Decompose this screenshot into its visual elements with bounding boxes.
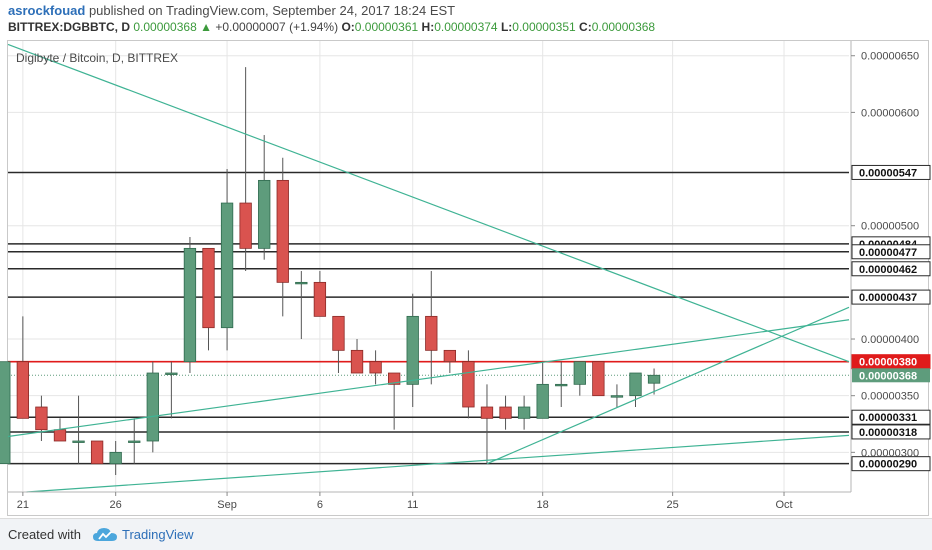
candle-bearish <box>35 406 48 431</box>
candle-bearish <box>202 247 215 329</box>
candle-bearish <box>239 202 252 249</box>
publish-line: asrockfouad published on TradingView.com… <box>8 3 455 18</box>
candle-bullish <box>128 440 141 443</box>
candle-bearish <box>369 361 382 374</box>
change-arrow-icon: ▲ <box>200 20 212 34</box>
level-label-box <box>851 244 931 260</box>
x-tick-label: 18 <box>537 499 549 511</box>
level-label: 0.00000380 <box>859 357 917 369</box>
candle-bearish <box>387 372 401 385</box>
candle-bullish <box>573 361 586 385</box>
candlestick-chart[interactable]: 0.000005470.000004840.000004770.00000462… <box>0 0 932 518</box>
level-label-box <box>851 164 931 180</box>
candle-bullish <box>517 406 531 419</box>
candle-bullish <box>610 395 624 398</box>
x-tick-label: 11 <box>407 499 418 511</box>
candle-bearish <box>53 429 67 442</box>
candle-bearish <box>90 440 104 465</box>
trend-lines <box>7 43 850 493</box>
candle-bullish <box>220 202 234 329</box>
candle-bearish <box>16 361 30 419</box>
candle-bullish <box>72 440 85 443</box>
candle-bullish <box>0 361 11 465</box>
level-label: 0.00000462 <box>859 264 917 276</box>
level-label: 0.00000437 <box>859 292 917 304</box>
level-label: 0.00000547 <box>859 167 917 179</box>
candle-bullish <box>629 372 642 397</box>
y-tick-label: 0.00000350 <box>861 391 919 403</box>
trend-line-rising-2 <box>486 306 850 465</box>
footer: Created with TradingView <box>0 518 932 550</box>
y-tick-label: 0.00000500 <box>861 221 919 233</box>
last-price: 0.00000368 <box>133 20 197 34</box>
high-value: 0.00000374 <box>434 20 498 34</box>
ohlc-line: BITTREX:DGBBTC, D 0.00000368 ▲ +0.000000… <box>8 20 655 34</box>
level-label-box <box>851 424 931 440</box>
horizontal-levels: 0.000005470.000004840.000004770.00000462… <box>8 164 931 472</box>
level-label-box <box>851 456 931 472</box>
candle-bullish <box>647 374 661 384</box>
tradingview-brand-link[interactable]: TradingView <box>122 527 194 542</box>
chart-title: Digibyte / Bitcoin, D, BITTREX <box>16 51 178 65</box>
last-price-box <box>852 368 930 383</box>
candle-bearish <box>332 315 345 351</box>
candle-bullish <box>183 247 197 363</box>
created-with-label: Created with <box>8 527 81 542</box>
candle-bearish <box>350 349 364 374</box>
candle-bearish <box>499 406 512 419</box>
candle-bearish <box>480 406 494 419</box>
author-link[interactable]: asrockfouad <box>8 3 86 18</box>
open-value: 0.00000361 <box>354 20 419 34</box>
close-value: 0.00000368 <box>591 20 656 34</box>
candle-bearish <box>425 315 438 351</box>
level-label: 0.00000331 <box>859 412 917 424</box>
change-value: +0.00000007 (+1.94%) <box>215 20 339 34</box>
candle-bearish <box>443 349 457 363</box>
candle-bullish <box>406 315 419 385</box>
level-label-box <box>851 261 931 277</box>
cloud-logo-icon <box>93 528 117 541</box>
low-value: 0.00000351 <box>512 20 576 34</box>
y-tick-label: 0.00000650 <box>861 51 919 63</box>
level-label: 0.00000477 <box>859 247 917 259</box>
level-label-box <box>851 289 931 305</box>
candle-bullish <box>295 281 308 285</box>
candle-bullish <box>146 372 159 442</box>
symbol-label: BITTREX:DGBBTC, D <box>8 20 130 34</box>
x-tick-label: 25 <box>667 499 679 511</box>
axes: 0.00000650 0.00000600 0.00000500 0.00000400… <box>8 41 919 511</box>
candle-bullish <box>165 372 178 375</box>
low-label: L: <box>500 20 513 34</box>
candle-bullish <box>555 383 568 387</box>
candle-bullish <box>109 451 122 465</box>
level-label-box <box>851 409 931 425</box>
y-tick-label: 0.00000600 <box>861 107 919 119</box>
x-tick-label: Sep <box>217 499 237 511</box>
trend-line-rising-1 <box>7 319 850 438</box>
chart-frame <box>7 40 929 516</box>
level-label: 0.00000318 <box>859 427 917 439</box>
candle-bearish <box>276 179 289 283</box>
x-tick-label: Oct <box>775 499 792 511</box>
trend-line-rising-3 <box>26 434 850 493</box>
candle-bearish <box>313 281 327 317</box>
y-tick-label: 0.00000300 <box>861 447 919 459</box>
candles <box>0 67 661 476</box>
close-label: C: <box>579 20 592 34</box>
candle-bullish <box>258 179 271 249</box>
published-text: published on TradingView.com, September … <box>88 3 456 18</box>
candle-bearish <box>592 361 605 397</box>
candle-bullish <box>536 383 549 419</box>
y-tick-label: 0.00000400 <box>861 334 919 346</box>
open-label: O: <box>341 20 355 34</box>
high-label: H: <box>421 20 435 34</box>
trend-line-descending <box>7 43 850 363</box>
last-price-label: 0.00000368 <box>859 370 917 382</box>
x-tick-label: 21 <box>17 499 29 511</box>
x-tick-label: 26 <box>110 499 122 511</box>
candle-bearish <box>462 361 475 408</box>
x-tick-label: 6 <box>317 499 323 511</box>
level-label: 0.00000290 <box>859 459 917 471</box>
